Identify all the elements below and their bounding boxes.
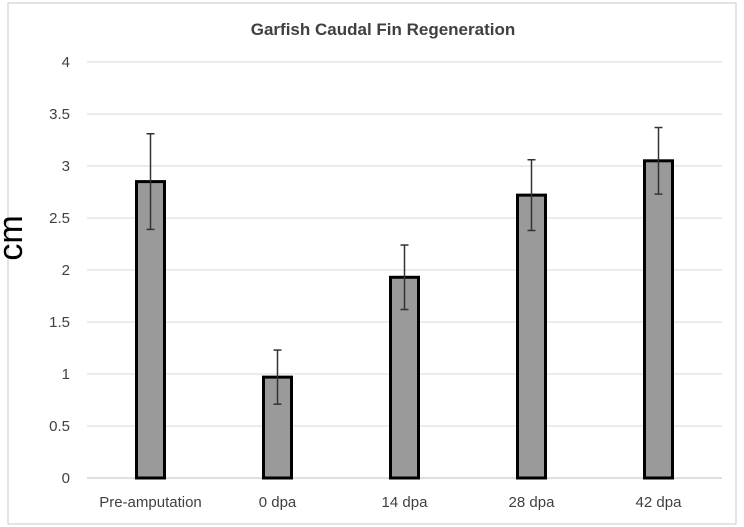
y-tick-labels: 0 0.5 1 1.5 2 2.5 3 3.5 4 [49,54,70,487]
x-tick-label: 0 dpa [259,494,297,511]
y-tick-label: 1 [62,366,70,383]
y-tick-label: 3 [62,158,70,175]
x-tick-label: 42 dpa [636,494,683,511]
y-tick-label: 0 [62,470,70,487]
y-tick-label: 4 [62,54,70,71]
y-tick-label: 2 [62,262,70,279]
chart-title: Garfish Caudal Fin Regeneration [251,20,516,39]
bar [516,193,547,480]
error-bars [146,126,663,405]
x-tick-labels: Pre-amputation 0 dpa 14 dpa 28 dpa 42 dpa [99,494,682,511]
y-axis-label: cm [0,215,30,260]
x-tick-label: 14 dpa [382,494,429,511]
y-tick-label: 2.5 [49,210,70,227]
y-tick-label: 3.5 [49,106,70,123]
y-tick-label: 1.5 [49,314,70,331]
bar [389,275,420,480]
y-tick-label: 0.5 [49,418,70,435]
bar [643,159,674,480]
x-tick-label: Pre-amputation [99,494,202,511]
x-tick-label: 28 dpa [509,494,556,511]
chart-frame [7,2,737,525]
